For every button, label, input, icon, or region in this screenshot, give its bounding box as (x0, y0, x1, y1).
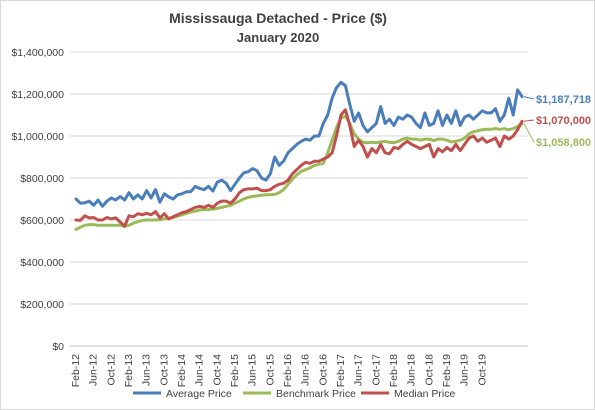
y-axis-ticks: $0 $200,000 $400,000 $600,000 $800,000 $1,000… (11, 47, 64, 353)
series-line-benchmark-price (74, 114, 524, 231)
x-tick-label: Oct-16 (317, 354, 329, 386)
end-label-median-price: $1,070,000 (536, 115, 591, 127)
x-tick-label: Jun-19 (459, 354, 471, 386)
x-tick-label: Oct-12 (105, 354, 117, 386)
x-tick-label: Jun-16 (300, 354, 312, 386)
y-tick-label: $1,200,000 (11, 89, 64, 101)
series-lines (74, 80, 524, 231)
y-tick-label: $1,000,000 (11, 131, 64, 143)
y-tick-label: $1,400,000 (11, 47, 64, 59)
legend-label: Median Price (394, 388, 455, 400)
series-line-average-price (74, 80, 524, 208)
x-tick-label: Oct-14 (211, 354, 223, 386)
end-label-leader (523, 123, 535, 143)
x-tick-label: Feb-18 (388, 354, 400, 387)
end-label-benchmark-price: $1,058,800 (536, 137, 591, 149)
x-tick-label: Feb-13 (123, 354, 135, 387)
x-tick-label: Feb-14 (176, 354, 188, 387)
y-tick-label: $0 (52, 341, 64, 353)
x-tick-label: Feb-15 (229, 354, 241, 387)
chart-subtitle: January 2020 (237, 30, 319, 45)
x-tick-label: Jun-13 (141, 354, 153, 386)
x-tick-label: Jun-12 (88, 354, 100, 386)
chart-title: Mississauga Detached - Price ($) (169, 10, 387, 26)
x-tick-label: Jun-18 (406, 354, 418, 386)
x-tick-label: Feb-16 (282, 354, 294, 387)
y-tick-label: $400,000 (20, 257, 64, 269)
end-label-average-price: $1,187,718 (536, 94, 591, 106)
x-tick-label: Feb-19 (441, 354, 453, 387)
x-tick-label: Oct-17 (370, 354, 382, 386)
end-label-leader (523, 96, 535, 100)
x-axis-ticks: Feb-12 Jun-12 Oct-12 Feb-13 Jun-13 Oct-13 Feb-… (70, 354, 488, 387)
y-tick-label: $600,000 (20, 215, 64, 227)
x-tick-label: Feb-12 (70, 354, 82, 387)
x-tick-label: Jun-14 (194, 354, 206, 386)
end-labels: $1,187,718 $1,070,000 $1,058,800 (523, 94, 591, 149)
legend-label: Benchmark Price (276, 388, 356, 400)
y-tick-label: $200,000 (20, 299, 64, 311)
x-tick-label: Feb-17 (335, 354, 347, 387)
end-label-leader (523, 119, 535, 122)
x-tick-label: Oct-18 (423, 354, 435, 386)
series-line-median-price (74, 108, 524, 228)
legend: Average Price Benchmark Price Median Price (133, 388, 455, 400)
y-tick-label: $800,000 (20, 173, 64, 185)
x-tick-label: Jun-15 (247, 354, 259, 386)
x-tick-label: Jun-17 (353, 354, 365, 386)
x-tick-label: Oct-15 (264, 354, 276, 386)
x-tick-label: Oct-13 (158, 354, 170, 386)
x-tick-label: Oct-19 (476, 354, 488, 386)
legend-label: Average Price (166, 388, 232, 400)
